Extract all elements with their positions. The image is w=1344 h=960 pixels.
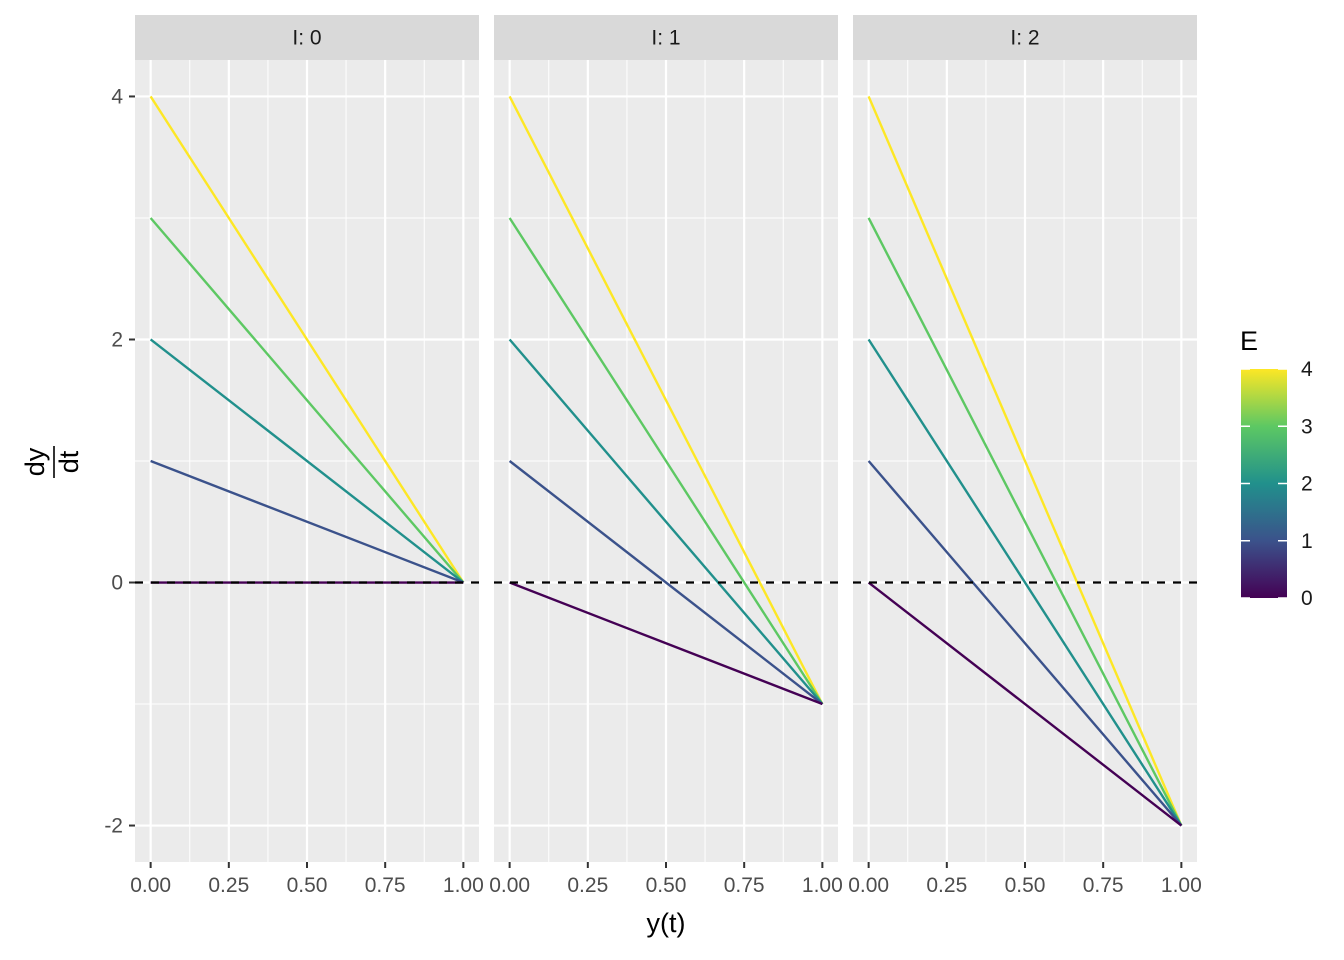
legend-tick-label: 3 [1301, 415, 1313, 438]
series-line-E2 [867, 338, 1183, 827]
y-axis-title: dy dt [20, 446, 84, 478]
series-line-E3 [867, 217, 1183, 827]
facet-strip-label: I: 0 [292, 27, 321, 50]
series-line-E4 [149, 95, 465, 584]
y-axis-title-numerator: dy [20, 447, 50, 476]
x-tick-label: 0.00 [130, 874, 171, 897]
x-tick-label: 1.00 [802, 874, 843, 897]
series-line-E2 [508, 338, 824, 705]
facet-strip-label: I: 1 [651, 27, 680, 50]
x-tick-label: 0.50 [287, 874, 328, 897]
x-tick-label: 0.50 [646, 874, 687, 897]
legend-title: E [1240, 326, 1258, 356]
x-tick-label: 0.50 [1005, 874, 1046, 897]
y-tick-label: -2 [104, 815, 123, 838]
x-tick-label: 0.75 [365, 874, 406, 897]
x-tick-label: 0.75 [1083, 874, 1124, 897]
y-axis-title-denominator: dt [54, 450, 84, 473]
x-axis-title: y(t) [647, 908, 686, 938]
series-line-E0 [867, 581, 1183, 827]
facet-panel-2: I: 2 [853, 15, 1197, 862]
legend-tick-label: 4 [1301, 358, 1313, 381]
series-line-E3 [508, 217, 824, 705]
x-tick-label: 0.00 [848, 874, 889, 897]
x-tick-label: 0.00 [489, 874, 530, 897]
legend-tick-label: 1 [1301, 530, 1313, 553]
legend-ticks: 0 1 2 3 4 [1241, 358, 1313, 610]
series-line-E1 [508, 460, 824, 705]
facet-strip-label: I: 2 [1010, 27, 1039, 50]
series-line-E4 [867, 95, 1183, 827]
x-tick-label: 0.75 [724, 874, 765, 897]
legend-tick-label: 0 [1301, 587, 1313, 610]
x-tick-label: 0.25 [567, 874, 608, 897]
facet-strip-background [135, 15, 479, 60]
x-tick-label: 0.25 [926, 874, 967, 897]
series-line-E0 [509, 581, 823, 706]
facet-panels: I: 0 I: 1 I: 2 [135, 15, 1197, 862]
series-line-E3 [149, 217, 465, 584]
facet-strip-background [853, 15, 1197, 60]
y-axis: -2 0 2 4 [104, 85, 135, 838]
facet-panel-1: I: 1 [494, 15, 838, 862]
series-line-E1 [150, 459, 464, 584]
x-tick-label: 0.25 [208, 874, 249, 897]
x-tick-label: 1.00 [1161, 874, 1202, 897]
facet-strip-background [494, 15, 838, 60]
x-axis: 0.00 0.25 0.50 0.75 1.00 0.00 0.25 0.50 0.75 1.00… [130, 862, 1202, 897]
y-tick-label: 2 [111, 328, 123, 351]
color-legend: E 0 1 2 3 4 [1240, 326, 1313, 610]
legend-tick-label: 2 [1301, 473, 1313, 496]
series-line-E1 [867, 460, 1183, 827]
series-line-E2 [149, 338, 465, 584]
series-line-E4 [508, 95, 824, 705]
y-tick-label: 4 [111, 85, 123, 108]
facet-panel-0: I: 0 [135, 15, 479, 862]
x-tick-label: 1.00 [443, 874, 484, 897]
y-tick-label: 0 [111, 572, 123, 595]
